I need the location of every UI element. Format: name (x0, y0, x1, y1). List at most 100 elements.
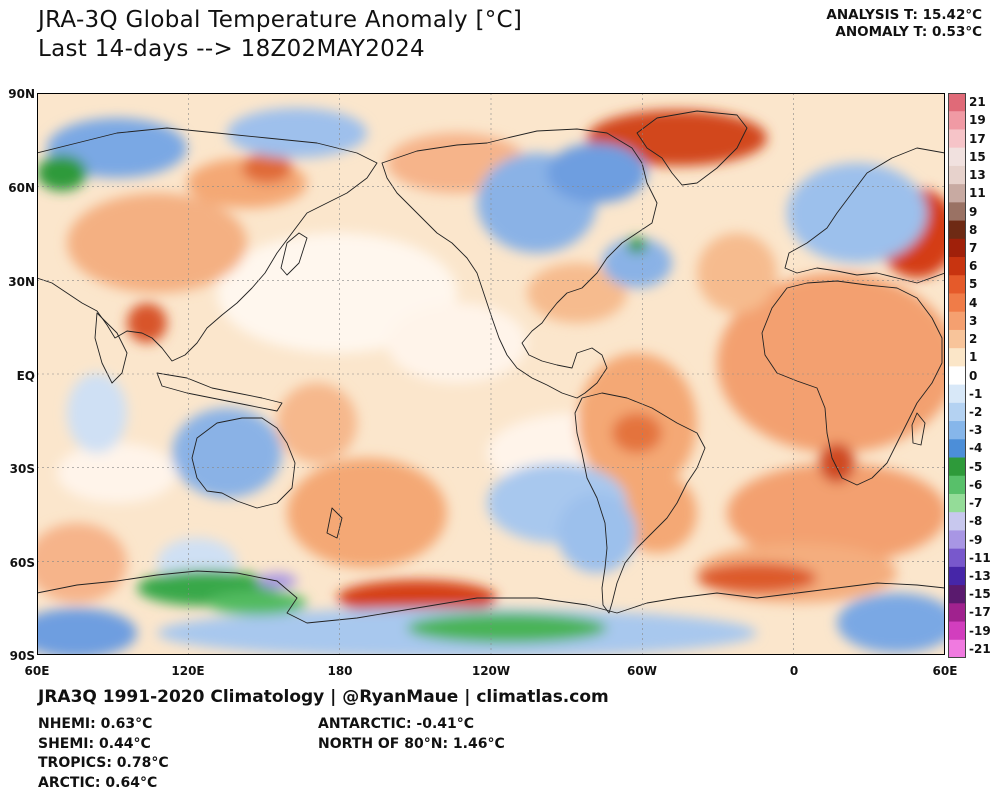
colorbar-label: -6 (969, 477, 983, 492)
colorbar-label: 6 (969, 259, 978, 274)
colorbar-label: -1 (969, 386, 983, 401)
colorbar-label: -9 (969, 532, 983, 547)
colorbar-swatch (948, 421, 966, 440)
colorbar-label: -4 (969, 441, 983, 456)
colorbar-label: 9 (969, 204, 978, 219)
stat-nhemi: NHEMI: 0.63°C (38, 716, 153, 732)
south-america-coast (574, 392, 706, 614)
colorbar-label: 15 (969, 149, 986, 164)
colorbar-swatch (948, 512, 966, 531)
colorbar-swatch (948, 402, 966, 422)
colorbar-frame (948, 93, 966, 658)
colorbar-swatch (948, 311, 966, 331)
africa-coast (761, 280, 943, 486)
lat-label-60n: 60N (8, 181, 35, 195)
anomaly-map (37, 93, 945, 655)
japan-coast (280, 232, 308, 276)
stat-tropics: TROPICS: 0.78°C (38, 755, 169, 771)
stat-arctic: ARCTIC: 0.64°C (38, 774, 158, 791)
stats-left: NHEMI: 0.63°C SHEMI: 0.44°C TROPICS: 0.7… (38, 715, 169, 793)
colorbar-swatch (948, 585, 966, 604)
colorbar-swatch (948, 621, 966, 641)
colorbar-swatch (948, 366, 966, 386)
coastlines (37, 110, 945, 624)
lat-label-90n: 90N (8, 87, 35, 101)
colorbar-label: 3 (969, 313, 978, 328)
summary-values: ANALYSIS T: 15.42°C ANOMALY T: 0.53°C (826, 7, 982, 41)
lon-label-60w: 60W (627, 664, 657, 678)
colorbar-label: -3 (969, 423, 983, 438)
colorbar-swatch (948, 475, 966, 495)
indonesia-coast (156, 372, 283, 412)
colorbar-label: -11 (969, 550, 991, 565)
stats-right: ANTARCTIC: -0.41°C NORTH OF 80°N: 1.46°C (318, 715, 505, 754)
colorbar-swatch (948, 147, 966, 167)
new-zealand-coast (326, 507, 343, 539)
colorbar-swatch (948, 603, 966, 623)
lon-label-120e: 120E (171, 664, 205, 678)
colorbar-swatch (948, 530, 966, 550)
madagascar-coast (911, 412, 926, 446)
colorbar-label: 4 (969, 295, 978, 310)
lat-label-60s: 60S (9, 556, 35, 570)
colorbar-label: -19 (969, 623, 991, 638)
lat-label-90s: 90S (9, 649, 35, 663)
colorbar-label: 7 (969, 240, 978, 255)
colorbar-swatch (948, 548, 966, 568)
colorbar-label: -17 (969, 605, 991, 620)
colorbar-label: 8 (969, 222, 978, 237)
lat-label-30s: 30S (9, 462, 35, 476)
stat-antarctic: ANTARCTIC: -0.41°C (318, 716, 475, 732)
stat-north-of-80n: NORTH OF 80°N: 1.46°C (318, 735, 505, 752)
colorbar-label: -2 (969, 405, 983, 419)
lon-label-60e-right: 60E (932, 664, 958, 678)
colorbar-swatch (948, 493, 966, 513)
india-coast (94, 312, 128, 384)
graticule (37, 93, 945, 655)
colorbar-label: 21 (969, 95, 986, 110)
colorbar-swatch (948, 384, 966, 404)
lat-label-eq: EQ (16, 369, 35, 383)
colorbar-label: 0 (969, 368, 978, 383)
colorbar-swatch (948, 202, 966, 222)
analysis-temp: ANALYSIS T: 15.42°C (826, 7, 982, 23)
colorbar-label: 19 (969, 113, 986, 128)
colorbar-swatch (948, 639, 966, 658)
asia-east-coast (37, 127, 378, 362)
lon-label-60e-left: 60E (24, 664, 50, 678)
colorbar-swatch (948, 93, 966, 112)
colorbar (948, 93, 966, 658)
colorbar-label: -5 (969, 459, 983, 474)
colorbar-swatch (948, 220, 966, 240)
colorbar-swatch (948, 165, 966, 185)
colorbar-label: 13 (969, 168, 986, 182)
colorbar-swatch (948, 329, 966, 349)
colorbar-label: -13 (969, 569, 991, 583)
title-line-2: Last 14-days --> 18Z02MAY2024 (38, 36, 425, 62)
anomaly-field (37, 108, 945, 655)
eurasia-west-coast (784, 147, 945, 284)
colorbar-label: -15 (969, 587, 991, 602)
colorbar-label: 5 (969, 277, 978, 292)
colorbar-label: -21 (969, 641, 991, 656)
colorbar-swatch (948, 439, 966, 459)
stat-shemi: SHEMI: 0.44°C (38, 735, 151, 752)
north-america-coast (381, 128, 658, 399)
antarctica-coast (37, 570, 945, 624)
colorbar-label: -7 (969, 496, 983, 511)
chart-title: JRA-3Q Global Temperature Anomaly [°C] L… (38, 6, 522, 64)
colorbar-swatch (948, 129, 966, 149)
colorbar-swatch (948, 293, 966, 313)
colorbar-label: 2 (969, 332, 978, 346)
colorbar-swatch (948, 566, 966, 586)
lon-label-120w: 120W (471, 664, 511, 678)
map-frame (37, 93, 945, 655)
greenland-coast (636, 110, 748, 186)
australia-coast (191, 417, 296, 509)
colorbar-label: -8 (969, 514, 983, 529)
colorbar-label: 17 (969, 131, 986, 146)
colorbar-swatch (948, 257, 966, 276)
colorbar-swatch (948, 275, 966, 294)
colorbar-swatch (948, 348, 966, 367)
lon-label-180: 180 (327, 664, 353, 678)
